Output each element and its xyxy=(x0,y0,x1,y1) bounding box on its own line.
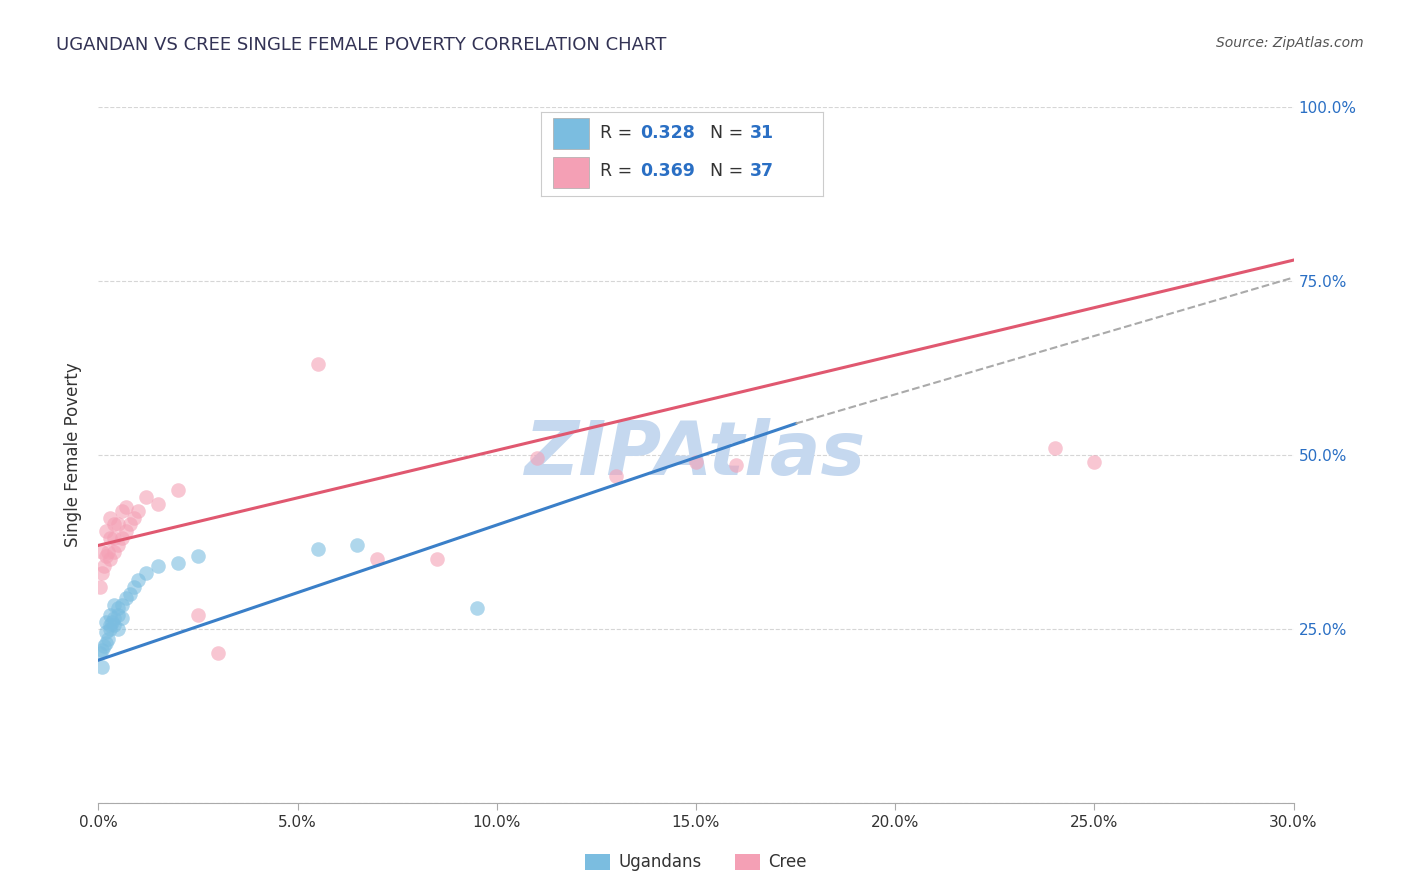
Point xyxy=(307,541,329,556)
Point xyxy=(91,642,114,657)
Text: ZIPAtlas: ZIPAtlas xyxy=(526,418,866,491)
Point xyxy=(100,622,122,636)
Text: 0.328: 0.328 xyxy=(640,124,695,142)
Point xyxy=(115,591,138,605)
Point xyxy=(96,636,118,650)
Text: N =: N = xyxy=(710,162,749,180)
Point xyxy=(426,552,449,566)
Point xyxy=(120,587,142,601)
Point xyxy=(115,500,138,514)
Point xyxy=(97,632,120,647)
Point xyxy=(120,517,142,532)
Point xyxy=(465,601,488,615)
Point xyxy=(93,559,115,574)
Point xyxy=(135,490,157,504)
Point xyxy=(1083,455,1105,469)
Point xyxy=(366,552,388,566)
Point xyxy=(111,503,134,517)
Point xyxy=(107,601,129,615)
Point xyxy=(103,545,125,559)
Point xyxy=(605,468,627,483)
Point xyxy=(107,538,129,552)
Point xyxy=(685,455,707,469)
Point xyxy=(127,573,149,587)
Text: 31: 31 xyxy=(749,124,773,142)
Point xyxy=(187,549,209,563)
Point xyxy=(1043,441,1066,455)
Point xyxy=(107,622,129,636)
Point xyxy=(100,532,122,546)
Legend: Ugandans, Cree: Ugandans, Cree xyxy=(578,847,814,878)
Point xyxy=(148,559,170,574)
Point xyxy=(100,552,122,566)
Point xyxy=(148,497,170,511)
Point xyxy=(115,524,138,539)
Point xyxy=(207,646,229,660)
Point xyxy=(107,517,129,532)
Point xyxy=(765,128,787,142)
Point xyxy=(346,538,368,552)
Point xyxy=(103,517,125,532)
Point xyxy=(103,598,125,612)
Text: R =: R = xyxy=(600,162,638,180)
Y-axis label: Single Female Poverty: Single Female Poverty xyxy=(65,363,83,547)
Point xyxy=(103,532,125,546)
Point xyxy=(307,358,329,372)
Text: R =: R = xyxy=(600,124,638,142)
Point xyxy=(167,483,190,497)
Point xyxy=(135,566,157,581)
Point xyxy=(89,580,111,594)
Point xyxy=(100,510,122,524)
Point xyxy=(526,451,548,466)
Point xyxy=(111,611,134,625)
Text: 0.369: 0.369 xyxy=(640,162,695,180)
Point xyxy=(107,607,129,622)
Point xyxy=(103,611,125,625)
Point xyxy=(103,618,125,632)
Bar xyxy=(553,119,589,149)
Point xyxy=(111,598,134,612)
Point xyxy=(127,503,149,517)
Point xyxy=(100,607,122,622)
Point xyxy=(101,615,124,629)
Point xyxy=(124,580,146,594)
Point xyxy=(91,660,114,674)
Point xyxy=(89,646,111,660)
Point xyxy=(187,607,209,622)
Point xyxy=(96,549,118,563)
Point xyxy=(97,545,120,559)
Point xyxy=(96,615,118,629)
Point xyxy=(100,618,122,632)
Point xyxy=(96,524,118,539)
Text: 37: 37 xyxy=(749,162,773,180)
Point xyxy=(93,639,115,653)
Point xyxy=(167,556,190,570)
Point xyxy=(724,458,747,473)
Point xyxy=(111,532,134,546)
Bar xyxy=(553,157,589,188)
Text: UGANDAN VS CREE SINGLE FEMALE POVERTY CORRELATION CHART: UGANDAN VS CREE SINGLE FEMALE POVERTY CO… xyxy=(56,36,666,54)
Point xyxy=(91,545,114,559)
Point xyxy=(124,510,146,524)
Point xyxy=(96,625,118,640)
Text: Source: ZipAtlas.com: Source: ZipAtlas.com xyxy=(1216,36,1364,50)
Text: N =: N = xyxy=(710,124,749,142)
Point xyxy=(91,566,114,581)
